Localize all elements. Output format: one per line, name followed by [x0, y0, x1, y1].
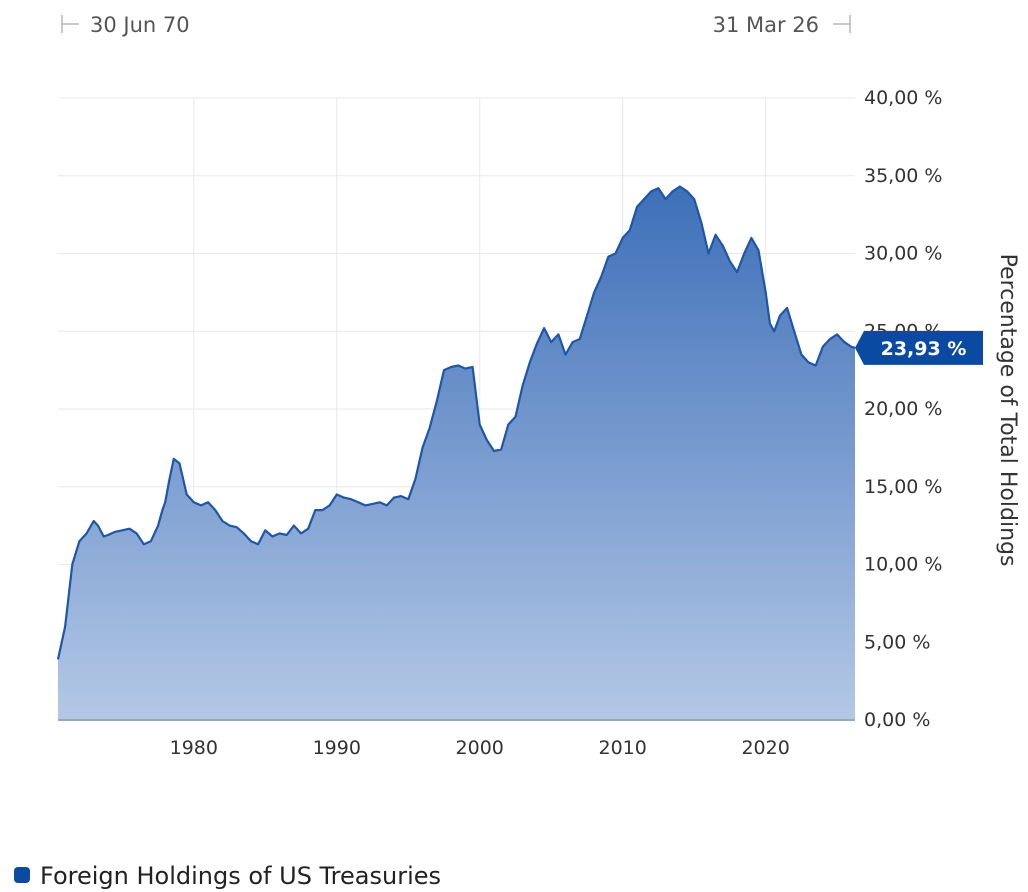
x-tick-label: 1990: [313, 737, 361, 759]
range-end-label[interactable]: 31 Mar 26: [713, 13, 819, 37]
legend-swatch[interactable]: [14, 867, 30, 883]
x-tick-label: 1980: [170, 737, 218, 759]
y-tick-label: 40,00 %: [864, 87, 943, 109]
series-layer: [56, 185, 856, 721]
range-start-label[interactable]: 30 Jun 70: [90, 13, 190, 37]
y-tick-label: 10,00 %: [864, 554, 943, 576]
series-line[interactable]: [56, 185, 856, 660]
x-tick-label: 2000: [456, 737, 504, 759]
legend[interactable]: Foreign Holdings of US Treasuries: [14, 862, 441, 890]
legend-label[interactable]: Foreign Holdings of US Treasuries: [40, 862, 441, 890]
y-axis-title: Percentage of Total Holdings: [995, 254, 1020, 567]
last-value-flag: 23,93 %: [855, 330, 983, 365]
x-tick-label: 2020: [741, 737, 789, 759]
y-tick-label: 0,00 %: [864, 709, 930, 731]
y-tick-label: 30,00 %: [864, 243, 943, 265]
y-tick-label: 15,00 %: [864, 476, 943, 498]
y-tick-label: 35,00 %: [864, 165, 943, 187]
x-axis: 1980 1990 2000 2010 2020: [58, 719, 855, 759]
y-tick-label: 20,00 %: [864, 398, 943, 420]
series-area: [58, 186, 855, 721]
x-tick-label: 2010: [599, 737, 647, 759]
y-tick-label: 5,00 %: [864, 631, 930, 653]
last-value-label: 23,93 %: [881, 338, 967, 360]
y-axis: 0,00 %5,00 %10,00 %15,00 %20,00 %25,00 %…: [864, 87, 943, 731]
date-range-selector[interactable]: 30 Jun 70 31 Mar 26: [61, 13, 851, 37]
last-value-flag-shape: [855, 330, 983, 365]
